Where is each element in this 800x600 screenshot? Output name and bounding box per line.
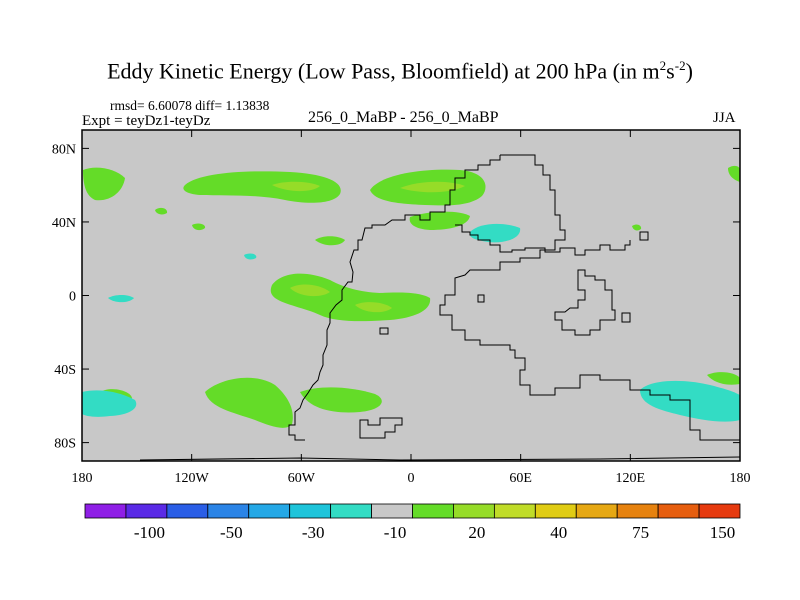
colorbar-swatch — [330, 503, 372, 519]
colorbar: -100 -50 -30 -10 20 40 75 150 — [84, 503, 741, 542]
mid-pacific-anomaly — [315, 236, 345, 246]
east-pacific-negative-anomaly — [244, 253, 257, 260]
colorbar-swatch — [534, 503, 577, 519]
colorbar-label: -100 — [134, 523, 165, 542]
colorbar-swatch — [248, 503, 291, 519]
colorbar-label: -30 — [302, 523, 325, 542]
colorbar-swatch — [657, 503, 700, 519]
x-tick-label: 180 — [730, 471, 751, 486]
rmsd-diff-stats: rmsd= 6.60078 diff= 1.13838 — [110, 98, 270, 113]
coastlines — [139, 154, 741, 461]
experiment-label: Expt = teyDz1-teyDz — [82, 113, 211, 129]
far-east-anomaly — [707, 372, 740, 385]
case-subtitle: 256_0_MaBP - 256_0_MaBP — [308, 109, 499, 126]
y-tick-label: 80S — [54, 437, 76, 452]
north-africa-negative-anomaly — [469, 223, 521, 243]
antarctica-coastline — [139, 456, 741, 461]
tropical-atlantic-anomaly-core-east — [355, 302, 392, 313]
y-tick-label: 80N — [52, 142, 76, 157]
colorbar-swatch — [207, 503, 250, 519]
small-island-2 — [639, 231, 649, 241]
small-island-3 — [379, 327, 389, 335]
nh-east-edge-anomaly — [728, 165, 740, 182]
colorbar-swatch — [166, 503, 209, 519]
colorbar-swatch — [493, 503, 536, 519]
colorbar-label: 150 — [710, 523, 736, 542]
colorbar-label: 20 — [468, 523, 485, 542]
colorbar-label: -10 — [384, 523, 407, 542]
colorbar-label: 75 — [632, 523, 649, 542]
high-lat-east-anomaly — [632, 224, 642, 231]
colorbar-swatch — [289, 503, 332, 519]
y-tick-label: 0 — [69, 290, 76, 305]
colorbar-swatch — [453, 503, 495, 519]
colorbar-swatch — [125, 503, 168, 519]
island-coastline — [621, 312, 631, 323]
nh-pacific-anomaly-core — [272, 181, 320, 192]
y-tick-label: 40N — [52, 216, 76, 231]
tropical-atlantic-anomaly-core — [290, 284, 330, 297]
x-tick-label: 60E — [509, 471, 532, 486]
sh-atlantic-anomaly — [300, 387, 382, 413]
colorbar-swatch — [371, 503, 413, 519]
sh-indian-ocean-negative-anomaly — [82, 390, 137, 417]
east-pacific-anomaly — [192, 223, 206, 231]
colorbar-label: 40 — [550, 523, 567, 542]
antarctic-peninsula-coastline — [359, 417, 403, 439]
y-tick-label: 40S — [54, 363, 76, 378]
colorbar-swatch — [84, 503, 127, 519]
colorbar-swatch — [412, 503, 454, 519]
x-tick-label: 0 — [408, 471, 415, 486]
small-island-1 — [477, 294, 485, 303]
x-tick-label: 120E — [616, 471, 646, 486]
x-tick-label: 60W — [288, 471, 316, 486]
sh-pacific-anomaly — [205, 377, 293, 428]
americas-coastline — [439, 154, 740, 441]
colorbar-swatch — [616, 503, 659, 519]
west-pacific-anomaly — [83, 167, 125, 201]
chart-title: Eddy Kinetic Energy (Low Pass, Bloomfiel… — [107, 58, 693, 84]
nh-pacific-anomaly — [183, 171, 341, 203]
north-atlantic-anomaly — [409, 211, 470, 230]
tropical-pacific-negative-anomaly — [108, 295, 134, 303]
colorbar-swatch — [698, 503, 741, 519]
asia-coastline — [455, 224, 631, 256]
axes: 180 120W 60W 0 60E 120E 180 80N 40N 0 40S 80S — [52, 130, 751, 486]
colorbar-swatch — [575, 503, 618, 519]
arctic-anomaly — [155, 207, 168, 215]
x-tick-label: 120W — [175, 471, 210, 486]
season-label: JJA — [713, 110, 736, 126]
nh-atlantic-anomaly-core — [400, 181, 465, 193]
x-tick-label: 180 — [72, 471, 93, 486]
indonesia-coastline — [554, 269, 616, 336]
colorbar-label: -50 — [220, 523, 243, 542]
central-continent-coastline — [288, 155, 501, 441]
contour-fields — [82, 165, 740, 428]
